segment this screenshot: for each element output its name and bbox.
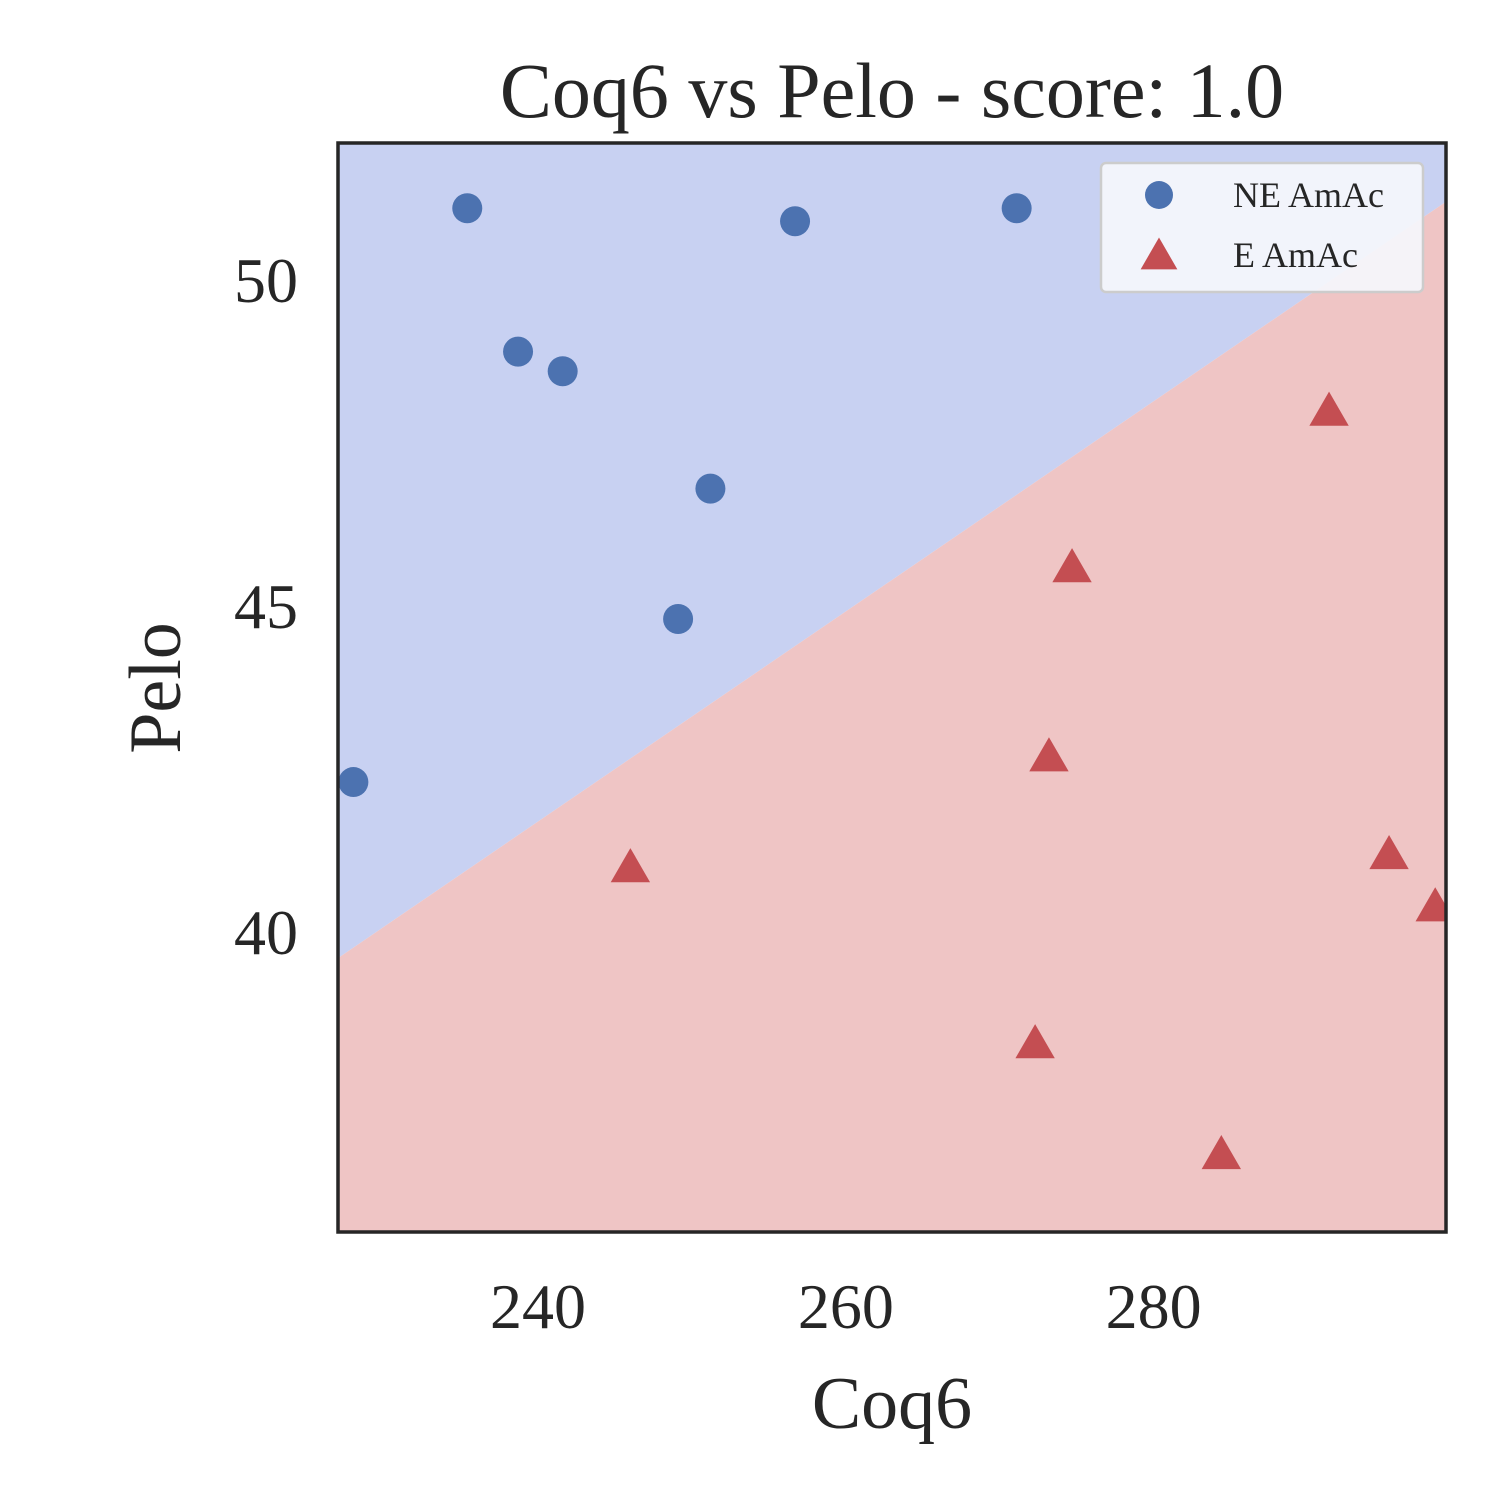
y-axis-label: Pelo — [115, 622, 197, 754]
x-axis-label: Coq6 — [812, 1363, 972, 1445]
e-amac-point — [1201, 1134, 1242, 1170]
e-amac-point — [610, 848, 651, 883]
ne-amac-point — [780, 206, 811, 237]
legend-marker — [1145, 181, 1173, 209]
e-amac-point — [1052, 548, 1092, 583]
legend-label: NE AmAc — [1233, 175, 1384, 215]
legend-box — [1099, 161, 1425, 294]
decision-region-e-amac — [338, 201, 1446, 1232]
ne-amac-point — [452, 193, 483, 224]
chart-title: Coq6 vs Pelo - score: 1.0 — [500, 47, 1284, 134]
plot-area — [338, 143, 1446, 1232]
ne-amac-point — [1001, 193, 1032, 224]
x-tick-label: 260 — [798, 1271, 894, 1342]
ne-amac-point — [547, 356, 578, 387]
e-amac-point — [1415, 887, 1446, 922]
x-tick-label: 240 — [490, 1271, 586, 1342]
ne-amac-point — [663, 604, 694, 635]
y-tick-label: 45 — [234, 571, 298, 642]
ne-amac-point — [503, 336, 534, 367]
decision-region-ne-amac — [338, 143, 1446, 959]
e-amac-point — [1369, 835, 1409, 870]
e-amac-point — [1015, 1024, 1055, 1059]
legend-marker — [1140, 237, 1178, 270]
y-tick-label: 40 — [234, 897, 298, 968]
legend: NE AmAc E AmAc — [1099, 161, 1425, 294]
ne-amac-point — [695, 473, 726, 504]
e-amac-point — [1309, 391, 1349, 426]
ne-amac-point — [338, 767, 369, 798]
data-points — [338, 193, 1446, 1170]
y-tick-labels: 40 45 50 — [234, 245, 298, 968]
legend-label: E AmAc — [1233, 235, 1358, 275]
x-tick-labels: 240 260 280 — [490, 1271, 1202, 1342]
y-tick-label: 50 — [234, 245, 298, 316]
plot-frame — [336, 141, 1448, 1234]
e-amac-point — [1029, 737, 1069, 772]
x-tick-label: 280 — [1106, 1271, 1202, 1342]
